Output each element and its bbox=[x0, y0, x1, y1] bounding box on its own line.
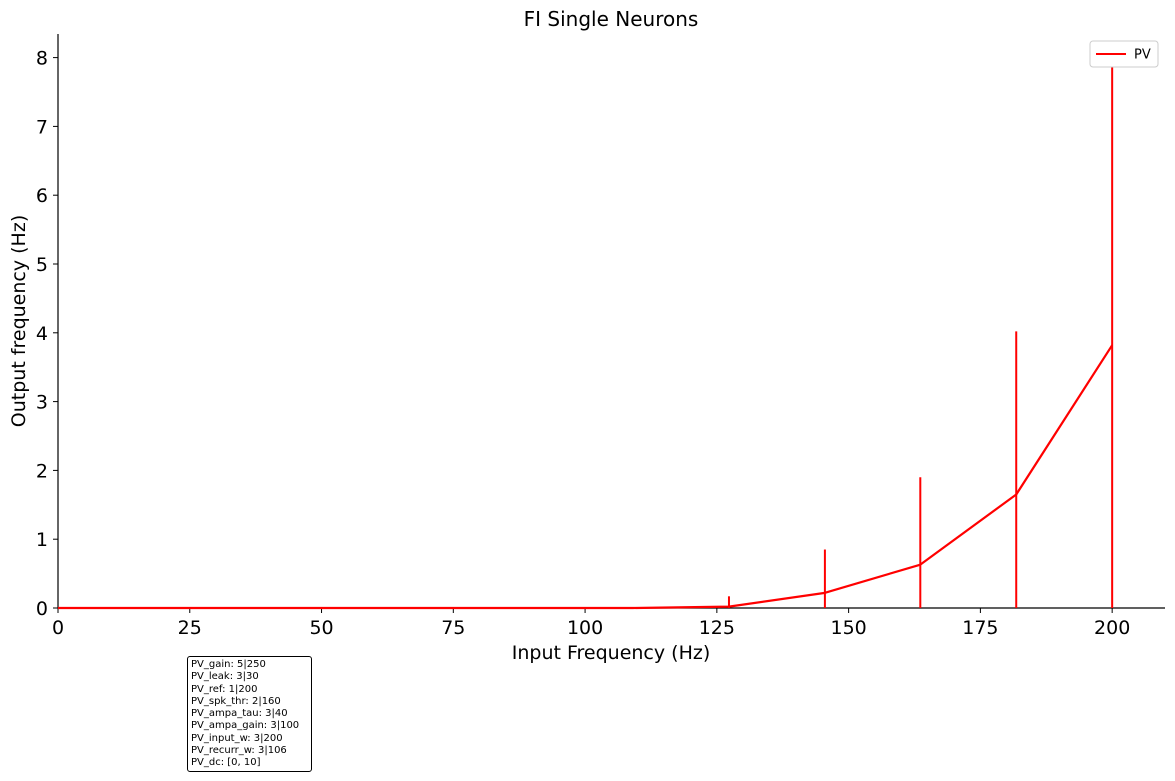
x-tick-label: 50 bbox=[309, 617, 333, 639]
param-line: PV_ampa_gain: 3|100 bbox=[191, 720, 300, 732]
series-layer bbox=[58, 66, 1114, 610]
x-ticks: 0 25 50 75 100 125 150 175 200 bbox=[52, 608, 1130, 639]
x-tick-label: 125 bbox=[699, 617, 735, 639]
param-line: PV_ampa_tau: 3|40 bbox=[191, 708, 288, 720]
x-tick-label: 175 bbox=[962, 617, 998, 639]
x-tick-label: 200 bbox=[1094, 617, 1130, 639]
y-tick-label: 2 bbox=[36, 460, 48, 482]
param-line: PV_ref: 1|200 bbox=[191, 683, 258, 695]
param-line: PV_dc: [0, 10] bbox=[191, 757, 261, 769]
x-tick-label: 25 bbox=[178, 617, 202, 639]
y-tick-label: 6 bbox=[36, 185, 48, 207]
series-line-pv bbox=[58, 344, 1114, 610]
param-line: PV_spk_thr: 2|160 bbox=[191, 695, 281, 707]
y-axis-label: Output frequency (Hz) bbox=[8, 215, 30, 427]
param-line: PV_input_w: 3|200 bbox=[191, 732, 283, 744]
x-tick-label: 0 bbox=[52, 617, 64, 639]
y-tick-label: 7 bbox=[36, 116, 48, 138]
param-line: PV_gain: 5|250 bbox=[191, 659, 266, 670]
y-tick-label: 1 bbox=[36, 529, 48, 551]
y-ticks: 0 1 2 3 4 5 6 7 8 bbox=[36, 48, 58, 620]
param-line: PV_recurr_w: 3|106 bbox=[191, 745, 287, 757]
x-axis-label: Input Frequency (Hz) bbox=[512, 642, 711, 664]
legend: PV bbox=[1089, 40, 1159, 68]
parameters-box: PV_gain: 5|250 PV_leak: 3|30 PV_ref: 1|2… bbox=[187, 656, 312, 772]
x-tick-label: 100 bbox=[567, 617, 603, 639]
x-tick-label: 75 bbox=[441, 617, 465, 639]
y-tick-label: 0 bbox=[36, 598, 48, 620]
y-tick-label: 5 bbox=[36, 254, 48, 276]
legend-label: PV bbox=[1134, 48, 1151, 63]
x-tick-label: 150 bbox=[830, 617, 866, 639]
y-tick-label: 8 bbox=[36, 48, 48, 70]
chart-title: FI Single Neurons bbox=[524, 7, 699, 31]
y-tick-label: 3 bbox=[36, 392, 48, 414]
param-line: PV_leak: 3|30 bbox=[191, 671, 259, 683]
y-tick-label: 4 bbox=[36, 323, 48, 345]
